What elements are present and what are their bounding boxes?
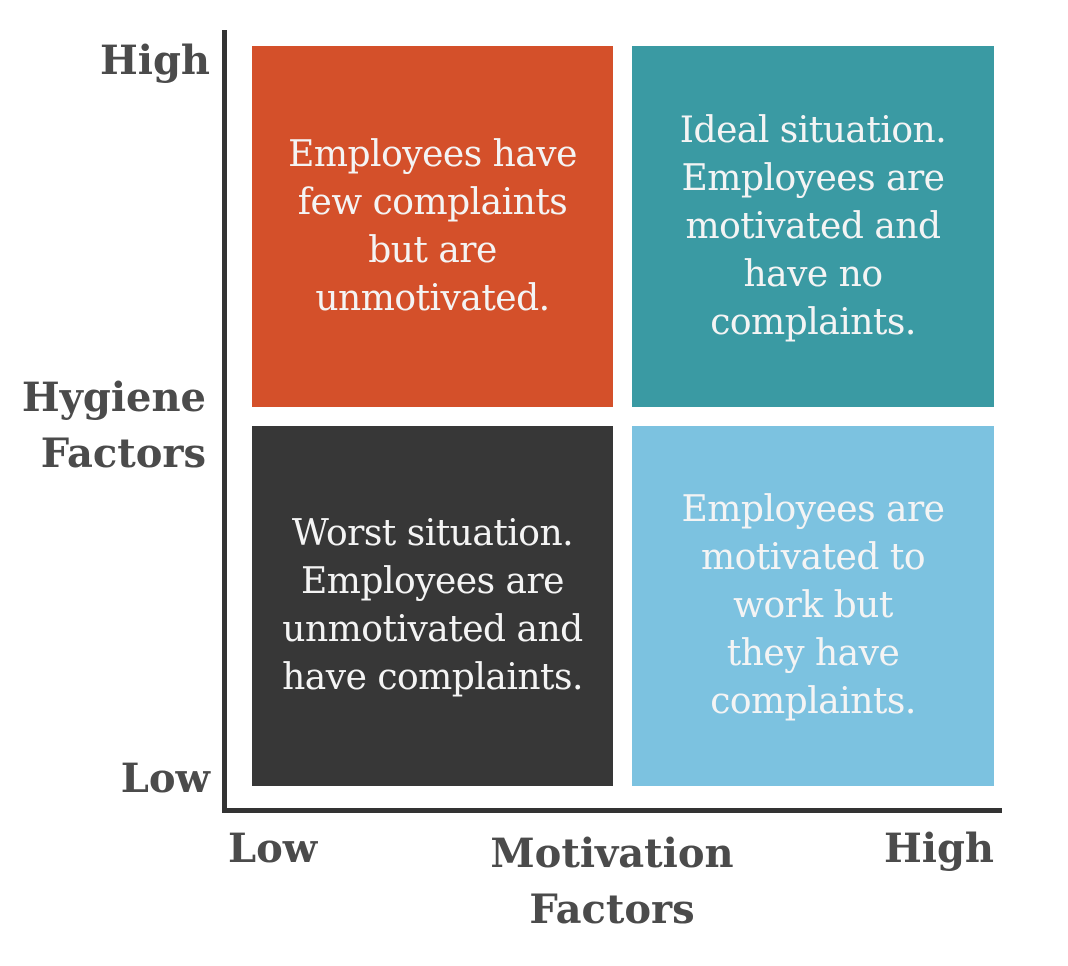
quadrant-text-line: they have: [726, 633, 900, 674]
quadrant-text: Employees are motivated to work but they…: [681, 486, 946, 726]
y-axis-low-label: Low: [120, 755, 210, 802]
y-axis-high-label: High: [99, 37, 210, 84]
x-axis-title-line: Motivation: [490, 830, 734, 877]
quadrant-text-line: few complaints: [297, 181, 568, 223]
quadrant-text: Ideal situation. Employees are motivated…: [679, 107, 947, 347]
quadrant-low-hygiene-low-motivation: Worst situation. Employees are unmotivat…: [252, 426, 613, 786]
y-axis-line: [222, 30, 227, 813]
quadrant-text-line: work but: [733, 585, 893, 626]
quadrant-text-line: unmotivated and: [282, 609, 583, 650]
quadrant-high-hygiene-high-motivation: Ideal situation. Employees are motivated…: [632, 46, 994, 407]
quadrant-high-hygiene-low-motivation: Employees have few complaints but are un…: [252, 46, 613, 407]
quadrant-text-line: complaints.: [710, 301, 916, 343]
quadrant-text-line: unmotivated.: [315, 277, 550, 319]
x-axis-low-label: Low: [228, 825, 318, 872]
quadrant-text-line: Employees have: [288, 133, 577, 175]
quadrant-text-line: but are: [368, 229, 497, 271]
quadrant-text: Worst situation. Employees are unmotivat…: [282, 510, 583, 702]
quadrant-text-line: Employees are: [681, 157, 945, 199]
quadrant-text-line: Ideal situation.: [679, 109, 947, 151]
quadrant-text-line: Employees are: [681, 489, 946, 530]
x-axis-line: [222, 808, 1002, 813]
quadrant-text-line: have no: [743, 253, 883, 295]
x-axis-high-label: High: [883, 825, 994, 872]
y-axis-title: Hygiene Factors: [22, 370, 206, 482]
y-axis-title-line: Hygiene: [21, 374, 206, 421]
quadrant-text-line: motivated to: [701, 537, 926, 578]
quadrant-text-line: motivated and: [685, 205, 941, 247]
quadrant-low-hygiene-high-motivation: Employees are motivated to work but they…: [632, 426, 994, 786]
quadrant-text: Employees have few complaints but are un…: [288, 131, 577, 323]
quadrant-text-line: complaints.: [710, 681, 916, 722]
quadrant-text-line: Employees are: [301, 561, 564, 602]
quadrant-text-line: have complaints.: [282, 657, 583, 698]
x-axis-title-line: Factors: [529, 886, 695, 933]
x-axis-title: Motivation Factors: [490, 826, 733, 938]
quadrant-text-line: Worst situation.: [291, 513, 574, 554]
y-axis-title-line: Factors: [40, 430, 206, 477]
